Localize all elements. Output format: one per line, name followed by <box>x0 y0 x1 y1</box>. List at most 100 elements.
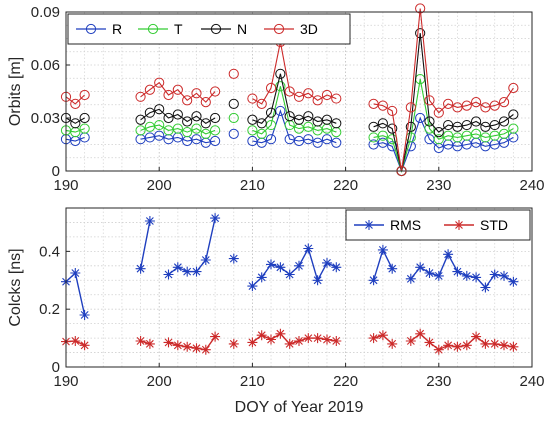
data-point <box>79 112 90 124</box>
data-point <box>163 89 174 101</box>
data-point <box>499 340 509 351</box>
data-point <box>256 330 267 341</box>
data-point <box>228 128 239 139</box>
data-point <box>331 262 342 273</box>
data-point <box>135 336 146 346</box>
data-point <box>498 116 510 127</box>
orbits-data <box>60 3 519 177</box>
series-3d <box>60 3 519 177</box>
data-point <box>433 127 444 138</box>
series-line <box>251 246 337 287</box>
data-point <box>331 137 342 148</box>
data-point <box>424 268 435 278</box>
data-point <box>228 68 239 79</box>
data-point <box>191 111 202 122</box>
data-point <box>275 328 286 339</box>
data-point <box>79 310 90 320</box>
x-tick-label: 240 <box>519 177 544 194</box>
data-point <box>489 338 500 349</box>
series-line <box>65 136 85 142</box>
data-point <box>508 82 519 94</box>
series-line <box>252 41 337 105</box>
data-point <box>405 273 416 284</box>
series-line <box>65 128 85 133</box>
data-point <box>322 334 332 345</box>
data-point <box>470 116 482 127</box>
data-point <box>247 281 258 292</box>
data-point <box>228 253 239 264</box>
data-point <box>294 336 304 346</box>
x-axis-label: DOY of Year 2019 <box>235 399 364 416</box>
data-point <box>424 95 435 106</box>
x-tick-label: 230 <box>426 373 451 390</box>
data-point <box>154 119 165 131</box>
data-point <box>331 336 342 346</box>
x-tick-label: 190 <box>53 177 78 194</box>
data-point <box>303 333 314 344</box>
data-point <box>256 98 267 109</box>
data-point <box>387 123 398 134</box>
y-tick-label: 0.06 <box>31 57 60 74</box>
data-point <box>163 269 174 280</box>
data-point <box>284 269 295 280</box>
data-point <box>312 275 323 286</box>
data-point <box>433 270 444 281</box>
data-point <box>303 121 314 132</box>
x-tick-label: 210 <box>240 373 265 390</box>
data-point <box>210 331 221 342</box>
data-point <box>79 340 90 351</box>
x-tick-label: 220 <box>333 177 358 194</box>
data-point <box>331 93 342 104</box>
data-point <box>154 130 165 141</box>
data-point <box>182 266 193 277</box>
data-point <box>182 95 193 106</box>
data-point <box>293 114 305 125</box>
data-point <box>275 262 286 273</box>
data-point <box>368 333 379 344</box>
data-point <box>200 344 211 355</box>
data-point <box>387 141 398 152</box>
legend-marker <box>85 23 97 35</box>
legend-marker <box>147 23 159 35</box>
data-point <box>433 344 444 355</box>
series-line <box>139 220 151 269</box>
data-point <box>480 338 491 349</box>
data-point <box>144 107 155 118</box>
data-point <box>265 134 277 145</box>
data-point <box>294 260 304 271</box>
data-point <box>210 86 221 97</box>
series-n <box>60 28 519 177</box>
data-point <box>256 272 267 283</box>
data-point <box>191 123 202 134</box>
data-point <box>424 116 435 127</box>
data-point <box>415 3 426 14</box>
y-tick-label: 0.03 <box>31 110 60 127</box>
data-point <box>256 128 267 139</box>
x-tick-label: 200 <box>147 373 172 390</box>
clocks-legend: RMS STD <box>345 209 531 241</box>
data-point <box>480 282 491 293</box>
data-point <box>266 259 276 270</box>
y-tick-label: 0 <box>52 163 60 180</box>
data-point <box>144 338 155 349</box>
legend-label: R <box>112 21 122 37</box>
y-tick-label: 0.09 <box>31 4 60 21</box>
data-point <box>210 213 221 224</box>
data-point <box>210 112 221 124</box>
clocks-axes-frame <box>65 207 533 368</box>
data-point <box>322 257 332 268</box>
data-point <box>182 341 193 352</box>
data-point <box>163 112 174 124</box>
x-tick-label: 200 <box>147 177 172 194</box>
data-point <box>470 128 482 139</box>
data-point <box>256 118 267 129</box>
data-point <box>247 93 258 104</box>
legend-marker <box>210 23 222 35</box>
data-point <box>79 89 90 101</box>
data-point <box>247 125 258 136</box>
series-line <box>140 108 216 124</box>
data-point <box>405 102 416 113</box>
data-point <box>303 88 314 99</box>
data-point <box>247 114 258 125</box>
